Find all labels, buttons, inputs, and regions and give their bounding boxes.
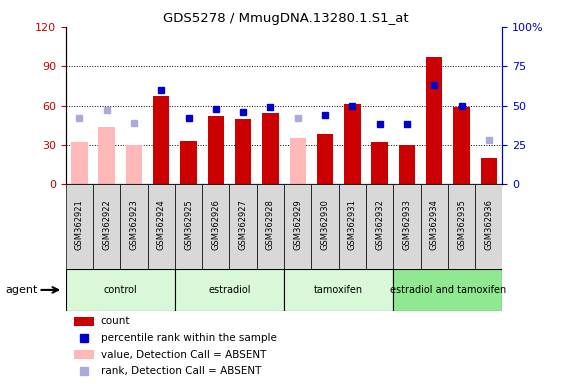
Bar <box>289 138 306 184</box>
Bar <box>284 269 393 311</box>
Text: GSM362922: GSM362922 <box>102 200 111 250</box>
Bar <box>230 184 257 269</box>
Text: rank, Detection Call = ABSENT: rank, Detection Call = ABSENT <box>100 366 261 376</box>
Text: GSM362927: GSM362927 <box>239 199 248 250</box>
Text: GDS5278 / MmugDNA.13280.1.S1_at: GDS5278 / MmugDNA.13280.1.S1_at <box>163 12 408 25</box>
Text: value, Detection Call = ABSENT: value, Detection Call = ABSENT <box>100 349 266 359</box>
Bar <box>74 316 94 326</box>
Bar <box>262 114 279 184</box>
Text: GSM362930: GSM362930 <box>320 199 329 250</box>
Bar <box>366 184 393 269</box>
Bar <box>93 184 120 269</box>
Bar <box>120 184 147 269</box>
Text: control: control <box>103 285 137 295</box>
Bar <box>147 184 175 269</box>
Bar <box>481 158 497 184</box>
Bar <box>448 184 475 269</box>
Bar <box>202 184 230 269</box>
Bar <box>98 127 115 184</box>
Bar <box>126 145 142 184</box>
Bar <box>208 116 224 184</box>
Text: GSM362931: GSM362931 <box>348 199 357 250</box>
Bar <box>66 269 175 311</box>
Text: GSM362928: GSM362928 <box>266 199 275 250</box>
Text: GSM362933: GSM362933 <box>403 199 412 250</box>
Text: estradiol: estradiol <box>208 285 251 295</box>
Bar <box>421 184 448 269</box>
Text: percentile rank within the sample: percentile rank within the sample <box>100 333 276 343</box>
Bar <box>399 145 415 184</box>
Bar <box>66 184 93 269</box>
Bar <box>235 119 251 184</box>
Text: count: count <box>100 316 130 326</box>
Text: GSM362923: GSM362923 <box>130 199 138 250</box>
Text: GSM362934: GSM362934 <box>430 199 439 250</box>
Text: GSM362925: GSM362925 <box>184 200 193 250</box>
Bar <box>475 184 502 269</box>
Text: GSM362924: GSM362924 <box>156 200 166 250</box>
Bar <box>311 184 339 269</box>
Text: estradiol and tamoxifen: estradiol and tamoxifen <box>390 285 506 295</box>
Bar <box>153 96 170 184</box>
Bar <box>339 184 366 269</box>
Bar <box>393 184 421 269</box>
Bar <box>284 184 311 269</box>
Bar <box>453 107 470 184</box>
Bar <box>317 134 333 184</box>
Text: agent: agent <box>6 285 38 295</box>
Bar <box>71 142 87 184</box>
Bar <box>175 184 202 269</box>
Text: GSM362929: GSM362929 <box>293 200 302 250</box>
Text: GSM362921: GSM362921 <box>75 200 84 250</box>
Bar <box>175 269 284 311</box>
Text: GSM362936: GSM362936 <box>484 199 493 250</box>
Bar <box>371 142 388 184</box>
Text: GSM362932: GSM362932 <box>375 199 384 250</box>
Bar <box>257 184 284 269</box>
Text: GSM362926: GSM362926 <box>211 199 220 250</box>
Bar <box>426 57 443 184</box>
Bar <box>180 141 196 184</box>
Bar <box>393 269 502 311</box>
Bar <box>344 104 360 184</box>
Bar <box>74 350 94 359</box>
Text: GSM362935: GSM362935 <box>457 199 466 250</box>
Text: tamoxifen: tamoxifen <box>314 285 363 295</box>
